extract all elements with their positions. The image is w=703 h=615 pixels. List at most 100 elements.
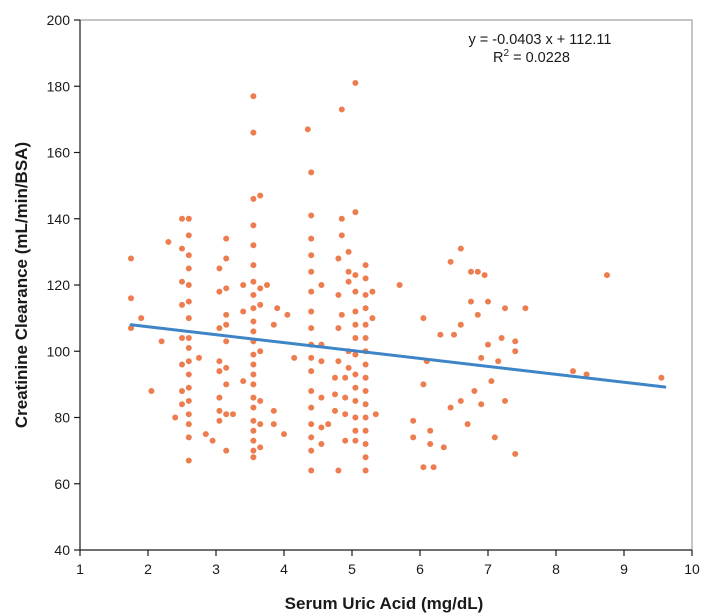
trendline <box>129 323 667 389</box>
data-points <box>128 79 665 474</box>
data-point <box>308 308 315 315</box>
data-point <box>420 315 427 322</box>
data-point <box>512 348 519 355</box>
data-point <box>308 467 315 474</box>
data-point <box>325 421 332 428</box>
y-tick-label: 40 <box>54 542 70 558</box>
data-point <box>502 397 508 404</box>
data-point <box>362 427 369 434</box>
data-point <box>495 358 502 365</box>
data-point <box>522 305 529 312</box>
data-point <box>485 341 491 348</box>
data-point <box>338 232 345 239</box>
data-point <box>209 437 216 444</box>
data-point <box>362 275 369 282</box>
data-point <box>345 268 352 275</box>
data-point <box>284 311 291 318</box>
data-point <box>257 285 264 292</box>
data-point <box>250 394 257 401</box>
data-point <box>223 381 230 388</box>
data-point <box>308 354 315 361</box>
data-point <box>583 371 590 378</box>
data-point <box>345 248 352 255</box>
data-point <box>471 388 478 394</box>
data-point <box>250 278 257 285</box>
data-point <box>179 245 185 252</box>
data-point <box>179 335 185 341</box>
x-tick-label: 10 <box>684 561 700 577</box>
data-point <box>352 397 359 404</box>
data-point <box>250 93 257 100</box>
data-point <box>270 321 277 328</box>
x-tick-label: 2 <box>144 561 152 577</box>
data-point <box>257 348 264 355</box>
data-point <box>240 378 247 385</box>
data-point <box>342 437 349 444</box>
data-point <box>250 427 257 434</box>
data-point <box>185 411 192 418</box>
data-point <box>250 328 257 335</box>
y-tick-label: 100 <box>47 343 71 359</box>
data-point <box>216 325 223 332</box>
data-point <box>250 361 257 368</box>
data-point <box>304 126 311 133</box>
data-point <box>362 321 369 328</box>
data-point <box>345 364 352 371</box>
x-tick-label: 6 <box>416 561 424 577</box>
data-point <box>362 361 369 368</box>
y-tick-label: 60 <box>54 476 70 492</box>
data-point <box>604 272 610 279</box>
data-point <box>230 411 236 418</box>
data-point <box>223 321 230 328</box>
data-point <box>185 384 192 391</box>
data-point <box>216 288 223 295</box>
data-point <box>202 431 209 438</box>
data-point <box>250 195 257 202</box>
data-point <box>138 315 145 322</box>
data-point <box>352 384 359 391</box>
data-point <box>335 358 342 365</box>
data-point <box>216 394 223 401</box>
x-tick-label: 3 <box>212 561 220 577</box>
x-tick-label: 5 <box>348 561 356 577</box>
data-point <box>270 421 277 428</box>
data-point <box>468 268 474 275</box>
data-point <box>179 278 185 285</box>
data-point <box>250 222 257 229</box>
data-point <box>335 325 342 332</box>
y-tick-label: 80 <box>54 410 70 426</box>
data-point <box>345 278 352 285</box>
data-point <box>342 374 349 381</box>
data-point <box>369 288 376 295</box>
data-point <box>223 338 230 345</box>
data-point <box>216 358 223 365</box>
data-point <box>257 192 264 199</box>
data-point <box>308 388 315 394</box>
data-point <box>240 282 247 288</box>
data-point <box>352 437 359 444</box>
data-point <box>308 169 315 176</box>
data-point <box>257 444 264 451</box>
data-point <box>362 291 369 298</box>
data-point <box>430 464 437 471</box>
data-point <box>223 255 230 262</box>
data-point <box>474 268 481 275</box>
data-point <box>352 321 359 328</box>
data-point <box>485 298 491 305</box>
data-point <box>185 421 192 428</box>
data-point <box>216 417 223 424</box>
plot-frame <box>79 19 693 551</box>
data-point <box>308 447 315 454</box>
data-point <box>362 388 369 394</box>
data-point <box>308 421 315 428</box>
data-point <box>250 318 257 325</box>
data-point <box>216 368 223 375</box>
data-point <box>512 338 519 345</box>
data-point <box>447 258 454 265</box>
data-point <box>240 308 247 315</box>
data-point <box>250 129 257 136</box>
equation-annotation: y = -0.0403 x + 112.11 R2 = 0.0228 <box>469 32 612 66</box>
data-point <box>512 450 519 457</box>
data-point <box>352 308 359 315</box>
